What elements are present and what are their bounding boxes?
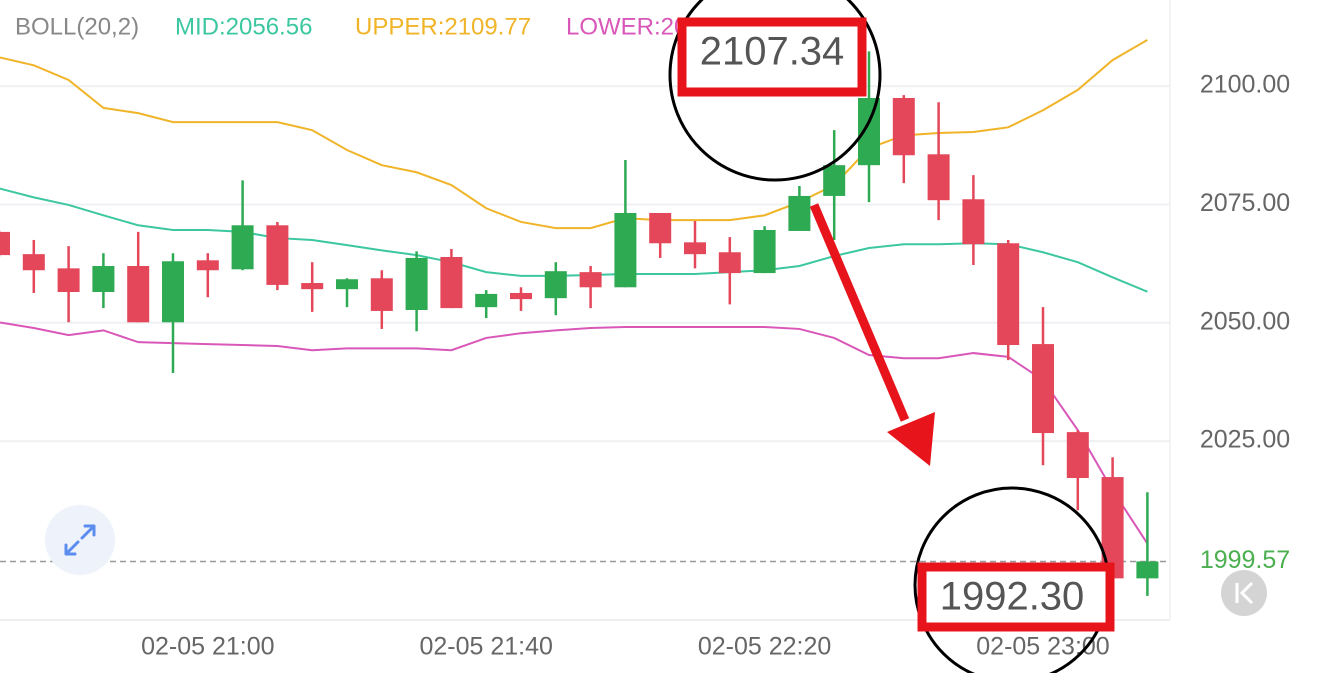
band-line [0, 321, 1149, 545]
bands [0, 39, 1149, 545]
legend-entry: MID:2056.56 [175, 13, 312, 40]
legend-entry: UPPER:2109.77 [355, 13, 531, 40]
candle-body [475, 293, 498, 308]
callout-text: 1992.30 [940, 575, 1085, 619]
candle-body [127, 265, 150, 323]
candle-body [962, 199, 985, 245]
candle-body [718, 252, 741, 274]
candle-body [927, 154, 950, 201]
candle-body [997, 243, 1020, 346]
callouts: 2107.34 1992.30 [668, 0, 1115, 673]
candle-body [858, 97, 880, 166]
candle-body [684, 242, 706, 255]
candle-body [196, 260, 219, 271]
callout-text: 2107.34 [700, 30, 845, 74]
y-tick-label: 2050.00 [1200, 307, 1290, 335]
latest-button[interactable] [1221, 570, 1267, 616]
candle-body [1032, 344, 1054, 434]
band-line [0, 39, 1148, 230]
candle-body [162, 261, 184, 323]
candle-body [0, 231, 10, 256]
callout-box [677, 17, 867, 97]
candle-body [579, 272, 602, 288]
x-tick-label: 02-05 21:00 [141, 633, 274, 661]
candle-body [823, 165, 846, 196]
candle-body [405, 257, 428, 310]
candle-body [301, 283, 324, 290]
x-tick-label: 02-05 22:20 [698, 633, 831, 661]
candle-body [440, 256, 463, 309]
candle-body [1101, 477, 1124, 579]
y-tick-label: 2075.00 [1200, 189, 1290, 217]
expand-button[interactable] [45, 505, 115, 575]
labels: 2100.00 2075.00 2050.00 2025.00 1999.57 02-05… [15, 13, 1290, 660]
last-price-label: 1999.57 [1200, 546, 1290, 574]
candle-body [649, 212, 672, 244]
y-tick-label: 2100.00 [1200, 71, 1290, 99]
indicator-name: BOLL(20,2) [15, 13, 139, 40]
y-tick-label: 2025.00 [1200, 426, 1290, 454]
candle-body [1066, 432, 1089, 479]
candle-body [1136, 561, 1159, 579]
callout-box [917, 562, 1115, 632]
highlight-circle [668, 0, 882, 182]
grid [0, 85, 1170, 563]
arrow [809, 203, 935, 466]
x-tick-label: 02-05 23:00 [976, 633, 1109, 661]
candle-body [614, 212, 637, 288]
candle-body [544, 271, 567, 299]
candles [0, 51, 1159, 596]
candle-body [892, 97, 915, 156]
candle-body [22, 254, 45, 271]
candle-body [370, 278, 393, 311]
x-tick-label: 02-05 21:40 [419, 633, 552, 661]
candle-body [231, 225, 254, 270]
candle-body [57, 268, 80, 293]
candle-body [336, 279, 358, 290]
band-line [0, 187, 1148, 293]
candle-body [92, 265, 115, 293]
candle-body [510, 292, 532, 300]
candle-body [266, 225, 289, 285]
candle-body [753, 230, 776, 274]
candle-body [788, 195, 811, 231]
